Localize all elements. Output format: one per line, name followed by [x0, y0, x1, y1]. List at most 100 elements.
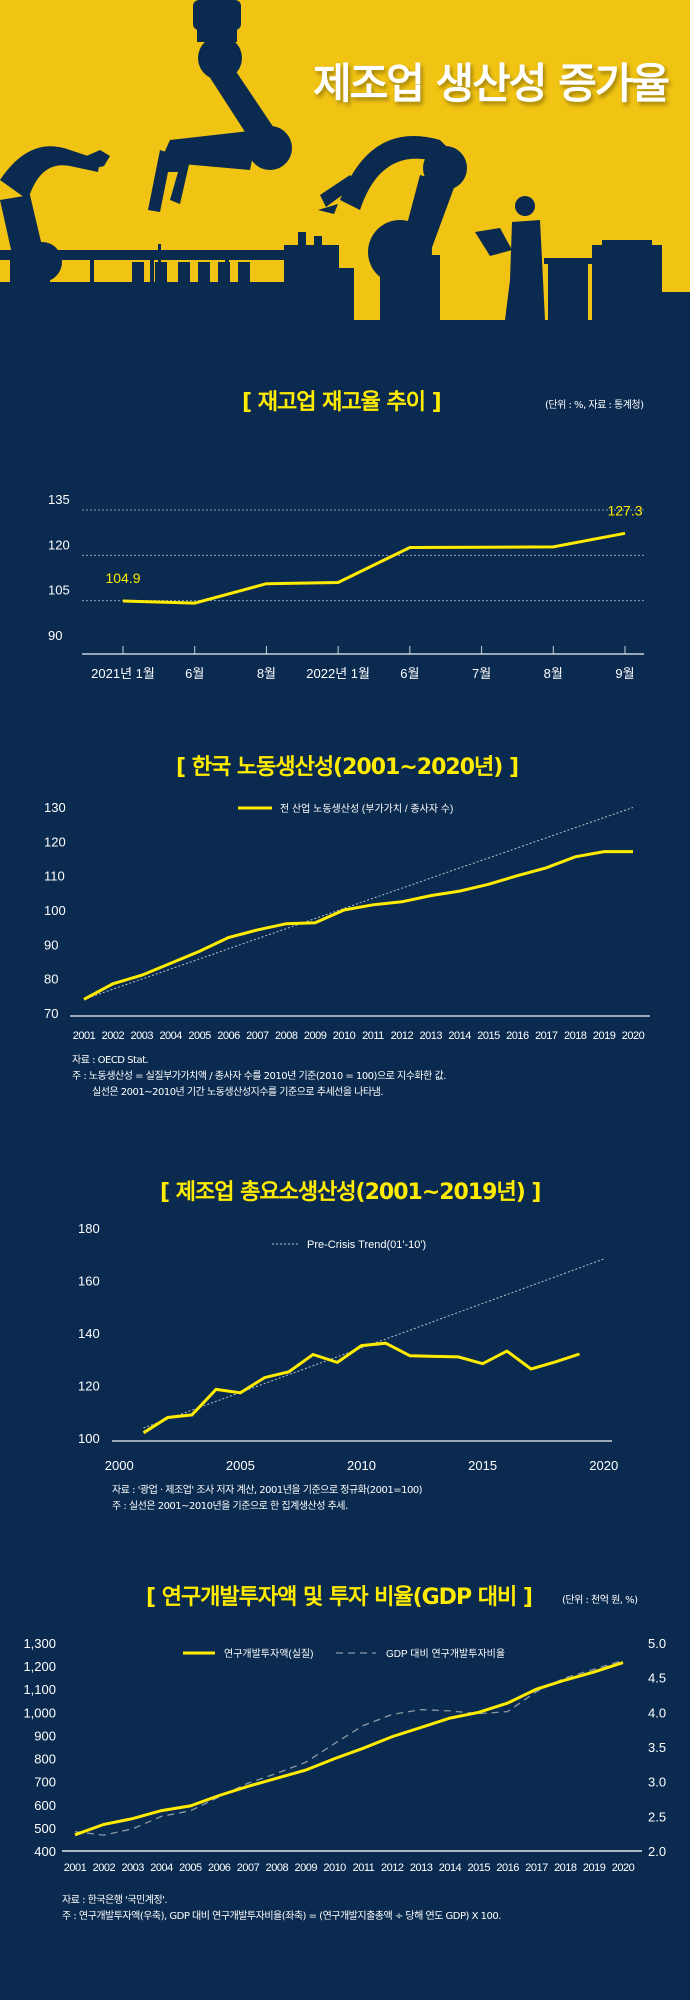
- y-tick-label: 130: [44, 800, 66, 815]
- x-tick-label: 2001: [64, 1862, 87, 1874]
- y-left-tick-label: 900: [34, 1728, 56, 1743]
- y-left-tick-label: 1,000: [23, 1705, 56, 1720]
- labor-chart-title: [ 한국 노동생산성(2001~2020년) ]: [176, 755, 519, 780]
- labor-note-2: 실선은 2001~2010년 기간 노동생산성지수를 기준으로 추세선을 나타냄…: [92, 1087, 384, 1098]
- inventory-chart-section: [ 재고업 재고율 추이 ] (단위 : %, 자료 : 통계청) 90 105 1…: [0, 380, 690, 700]
- x-tick-label: 2020: [622, 1030, 645, 1042]
- y-right-tick-label: 2.0: [648, 1844, 666, 1859]
- y-right-tick-label: 3.0: [648, 1775, 666, 1790]
- x-tick-label: 2001: [73, 1030, 96, 1042]
- x-tick-label: 2010: [323, 1862, 346, 1874]
- x-tick-label: 2006: [208, 1862, 231, 1874]
- y-right-tick-label: 4.0: [648, 1705, 666, 1720]
- x-tick-label: 2009: [304, 1030, 327, 1042]
- legend-label: Pre-Crisis Trend(01'-10'): [307, 1239, 426, 1251]
- rnd-chart-unit: (단위 : 천억 원, %): [562, 1595, 638, 1606]
- y-tick-label: 90: [48, 628, 62, 643]
- x-tick-label: 2015: [468, 1458, 497, 1473]
- x-tick-label: 2000: [105, 1458, 134, 1473]
- x-tick-label: 2007: [237, 1862, 260, 1874]
- y-tick-label: 180: [78, 1221, 100, 1236]
- x-tick-label: 2010: [333, 1030, 356, 1042]
- x-tick-label: 2017: [525, 1862, 548, 1874]
- labor-line-chart: 70 80 90 100 110 120 130 2001 2002 2003 2004 2005 20…: [44, 800, 650, 1042]
- rnd-note-1: 주 : 연구개발투자액(우축), GDP 대비 연구개발투자비율(좌축) = (…: [62, 1911, 501, 1922]
- tfp-line-chart: 100 120 140 160 180 2000 2005 2010 2015 2020 Pre-C…: [78, 1221, 618, 1473]
- x-tick-label: 2012: [391, 1030, 414, 1042]
- x-tick-label: 8월: [257, 666, 276, 680]
- tfp-chart-title: [ 제조업 총요소생산성(2001~2019년) ]: [160, 1180, 541, 1205]
- x-tick-label: 2004: [150, 1862, 173, 1874]
- y-left-tick-label: 1,200: [23, 1659, 56, 1674]
- y-right-tick-label: 5.0: [648, 1636, 666, 1651]
- y-tick-label: 120: [78, 1379, 100, 1394]
- x-tick-label: 6월: [185, 666, 204, 680]
- x-tick-label: 2014: [439, 1862, 462, 1874]
- tfp-source: 자료 : '광업 · 제조업' 조사 저자 계산, 2001년을 기준으로 정규…: [112, 1485, 423, 1496]
- rnd-amount-line: [74, 1661, 624, 1837]
- legend-label: 전 산업 노동생산성 (부가가치 / 종사자 수): [280, 802, 453, 815]
- x-tick-label: 2015: [477, 1030, 500, 1042]
- x-tick-label: 2019: [583, 1862, 606, 1874]
- x-tick-label: 2003: [121, 1862, 144, 1874]
- x-tick-label: 2020: [612, 1862, 635, 1874]
- x-tick-label: 6월: [400, 666, 419, 680]
- x-tick-label: 2007: [246, 1030, 269, 1042]
- x-tick-label: 2021년 1월: [91, 666, 155, 680]
- y-left-tick-label: 1,100: [23, 1682, 56, 1697]
- inventory-chart-plot: 90 105 120 135 2021년 1월 6월 8월 2022년 1월 6월 7월 8월 9월 1…: [48, 492, 644, 680]
- legend-label-right: GDP 대비 연구개발투자비율: [386, 1648, 505, 1660]
- y-tick-label: 120: [44, 834, 66, 849]
- x-tick-label: 8월: [544, 666, 563, 680]
- x-tick-label: 2015: [468, 1862, 491, 1874]
- y-tick-label: 135: [48, 492, 70, 507]
- x-tick-label: 2003: [131, 1030, 154, 1042]
- trend-line: [83, 807, 634, 1000]
- y-tick-label: 80: [44, 972, 58, 987]
- page-title: 제조업 생산성 증가율: [312, 59, 670, 108]
- labor-chart-section: [ 한국 노동생산성(2001~2020년) ] 70 80 90 100 110 120…: [0, 745, 690, 1115]
- x-tick-label: 2005: [188, 1030, 211, 1042]
- legend-label-left: 연구개발투자액(실질): [224, 1648, 313, 1660]
- data-label: 127.3: [607, 502, 642, 518]
- x-tick-label: 2012: [381, 1862, 404, 1874]
- y-right-tick-label: 2.5: [648, 1809, 666, 1824]
- rnd-chart-section: [ 연구개발투자액 및 투자 비율(GDP 대비 ] (단위 : 천억 원, %…: [0, 1575, 690, 1935]
- y-left-tick-label: 1,300: [23, 1636, 56, 1651]
- x-tick-label: 2006: [217, 1030, 240, 1042]
- y-right-tick-label: 3.5: [648, 1740, 666, 1755]
- tfp-note-1: 주 : 실선은 2001~2010년을 기준으로 한 집계생산성 추세.: [112, 1501, 348, 1512]
- y-tick-label: 100: [78, 1431, 100, 1446]
- x-tick-label: 2002: [102, 1030, 125, 1042]
- labor-source: 자료 : OECD Stat.: [72, 1055, 149, 1066]
- x-tick-label: 2020: [589, 1458, 618, 1473]
- y-tick-label: 160: [78, 1274, 100, 1289]
- data-label: 104.9: [105, 570, 140, 586]
- inventory-chart-title: [ 재고업 재고율 추이 ]: [242, 390, 442, 415]
- hero-banner: 제조업 생산성 증가율: [0, 0, 690, 320]
- x-tick-label: 2018: [564, 1030, 587, 1042]
- x-tick-label: 2013: [410, 1862, 433, 1874]
- factory-silhouette-icon: [0, 0, 690, 320]
- x-tick-label: 2005: [226, 1458, 255, 1473]
- y-left-tick-label: 800: [34, 1752, 56, 1767]
- rnd-dual-axis-chart: 400 500 600 700 800 900 1,000 1,100 1,200 1,300 2.…: [23, 1636, 666, 1874]
- inventory-chart-unit: (단위 : %, 자료 : 통계청): [545, 400, 644, 411]
- rnd-chart-title: [ 연구개발투자액 및 투자 비율(GDP 대비 ]: [146, 1585, 533, 1610]
- x-tick-label: 2011: [362, 1030, 384, 1042]
- labor-note-1: 주 : 노동생산성 = 실질부가가치액 / 종사자 수를 2010년 기준(20…: [72, 1071, 446, 1082]
- x-tick-label: 2004: [159, 1030, 182, 1042]
- x-tick-label: 7월: [472, 666, 491, 680]
- x-tick-label: 9월: [615, 666, 634, 680]
- x-tick-label: 2019: [593, 1030, 616, 1042]
- x-tick-label: 2013: [419, 1030, 442, 1042]
- x-tick-label: 2017: [535, 1030, 558, 1042]
- x-tick-label: 2016: [506, 1030, 529, 1042]
- y-left-tick-label: 500: [34, 1821, 56, 1836]
- y-left-tick-label: 400: [34, 1844, 56, 1859]
- x-tick-label: 2010: [347, 1458, 376, 1473]
- y-tick-label: 100: [44, 903, 66, 918]
- x-tick-label: 2018: [554, 1862, 577, 1874]
- x-tick-label: 2005: [179, 1862, 202, 1874]
- y-tick-label: 120: [48, 537, 70, 552]
